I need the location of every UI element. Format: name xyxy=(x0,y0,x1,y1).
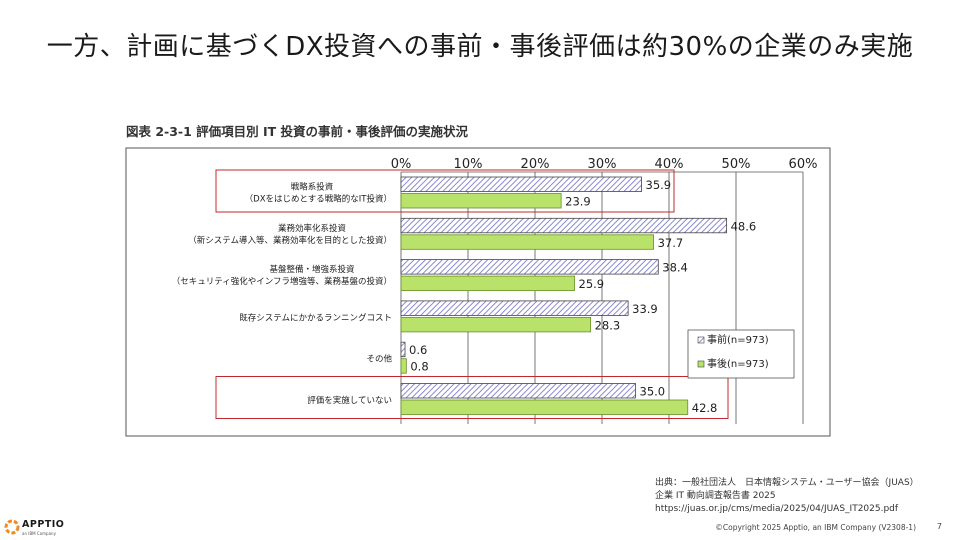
logo-subtext: an IBM Company xyxy=(22,531,56,536)
highlight-box xyxy=(215,376,729,419)
bar-before xyxy=(400,176,642,192)
source-line-1: 出典：一般社団法人 日本情報システム・ユーザー協会（JUAS） xyxy=(655,478,919,488)
category-label: その他 xyxy=(366,354,392,365)
bar-before xyxy=(400,383,636,399)
legend xyxy=(687,329,795,379)
category-label: 既存システムにかかるランニングコスト xyxy=(239,312,392,323)
bar-after xyxy=(400,234,654,250)
x-tick-label: 0% xyxy=(391,157,412,172)
bar-after xyxy=(400,193,562,209)
x-tick-label: 30% xyxy=(588,157,617,172)
bar-before xyxy=(400,300,629,316)
x-tick-label: 20% xyxy=(521,157,550,172)
data-label: 25.9 xyxy=(579,277,605,291)
data-label: 0.8 xyxy=(410,360,428,374)
x-tick-label: 10% xyxy=(454,157,483,172)
bar-after xyxy=(400,275,575,292)
category-sublabel: （セキュリティ強化やインフラ増強等、業務基盤の投資） xyxy=(172,276,392,287)
x-tick-label: 60% xyxy=(789,157,818,172)
category-label: 評価を実施していない xyxy=(307,395,392,406)
x-tick-label: 40% xyxy=(655,157,684,172)
legend-swatch xyxy=(697,360,705,368)
highlight-box xyxy=(215,169,675,213)
category-label: 戦略系投資 xyxy=(291,182,334,193)
data-label: 33.9 xyxy=(632,302,658,316)
category-label: 業務効率化系投資 xyxy=(278,223,346,234)
category-sublabel: （DXをはじめとする戦略的なIT投資） xyxy=(245,194,392,205)
logo-text: APPTIO xyxy=(22,519,65,530)
legend-label: 事後(n=973) xyxy=(707,357,769,370)
category-label: 基盤整備・増強系投資 xyxy=(269,264,354,275)
data-label: 35.9 xyxy=(646,178,672,192)
data-label: 38.4 xyxy=(662,261,688,275)
source-line-3: https://juas.or.jp/cms/media/2025/04/JUA… xyxy=(655,504,899,514)
data-label: 35.0 xyxy=(640,385,666,399)
x-tick-label: 50% xyxy=(722,157,751,172)
page-number: 7 xyxy=(936,522,942,531)
source-citation: 出典：一般社団法人 日本情報システム・ユーザー協会（JUAS） 企業 IT 動向… xyxy=(655,477,919,516)
data-label: 28.3 xyxy=(595,318,621,332)
bar-after xyxy=(400,358,407,374)
legend-label: 事前(n=973) xyxy=(707,333,769,346)
data-label: 37.7 xyxy=(658,236,684,250)
chart-title: 図表 2-3-1 評価項目別 IT 投資の事前・事後評価の実施状況 xyxy=(126,124,469,139)
bar-before xyxy=(400,259,659,275)
bar-before xyxy=(400,341,406,358)
data-label: 48.6 xyxy=(731,219,757,233)
apptio-logo-icon xyxy=(4,519,20,535)
copyright: ©Copyright 2025 Apptio, an IBM Company (… xyxy=(715,523,916,532)
bar-after xyxy=(400,399,689,415)
slide-title: 一方、計画に基づくDX投資への事前・事後評価は約30%の企業のみ実施 xyxy=(46,32,914,62)
category-sublabel: （新システム導入等、業務効率化を目的とした投資） xyxy=(188,235,392,246)
source-line-2: 企業 IT 動向調査報告書 2025 xyxy=(655,491,776,501)
data-label: 0.6 xyxy=(409,343,427,357)
data-label: 23.9 xyxy=(565,195,591,209)
data-label: 42.8 xyxy=(692,401,718,415)
bar-before xyxy=(400,217,728,234)
bar-after xyxy=(400,316,592,333)
legend-swatch xyxy=(697,336,705,344)
